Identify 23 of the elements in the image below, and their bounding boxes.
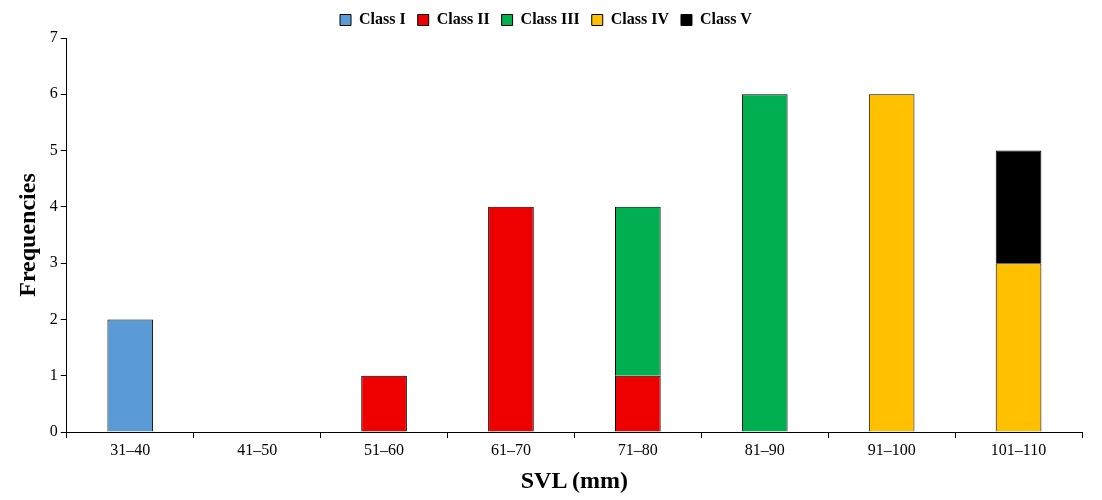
legend-label: Class II [436, 10, 490, 28]
y-tick-label: 4 [49, 197, 58, 215]
x-tick-label: 61–70 [490, 440, 531, 458]
legend-label: Class IV [610, 10, 670, 28]
legend-label: Class I [359, 10, 406, 28]
y-tick-label: 5 [49, 140, 58, 158]
legend-label: Class V [699, 10, 753, 28]
x-tick-label: 101–110 [990, 440, 1047, 458]
x-tick-label: 71–80 [617, 440, 658, 458]
y-tick-label: 6 [49, 84, 58, 102]
x-tick-label: 31–40 [110, 440, 151, 458]
y-tick-label: 0 [49, 422, 58, 440]
x-axis-title: SVL (mm) [520, 466, 629, 493]
y-tick-label: 7 [49, 28, 58, 46]
legend-label: Class III [520, 10, 580, 28]
y-axis-title: Frequencies [13, 173, 40, 297]
x-tick-label: 91–100 [867, 440, 916, 458]
x-tick-label: 41–50 [237, 440, 278, 458]
y-tick-label: 1 [49, 365, 58, 383]
y-tick-label: 3 [49, 253, 58, 271]
y-tick-label: 2 [49, 309, 58, 327]
x-tick-label: 51–60 [364, 440, 405, 458]
x-tick-label: 81–90 [744, 440, 785, 458]
